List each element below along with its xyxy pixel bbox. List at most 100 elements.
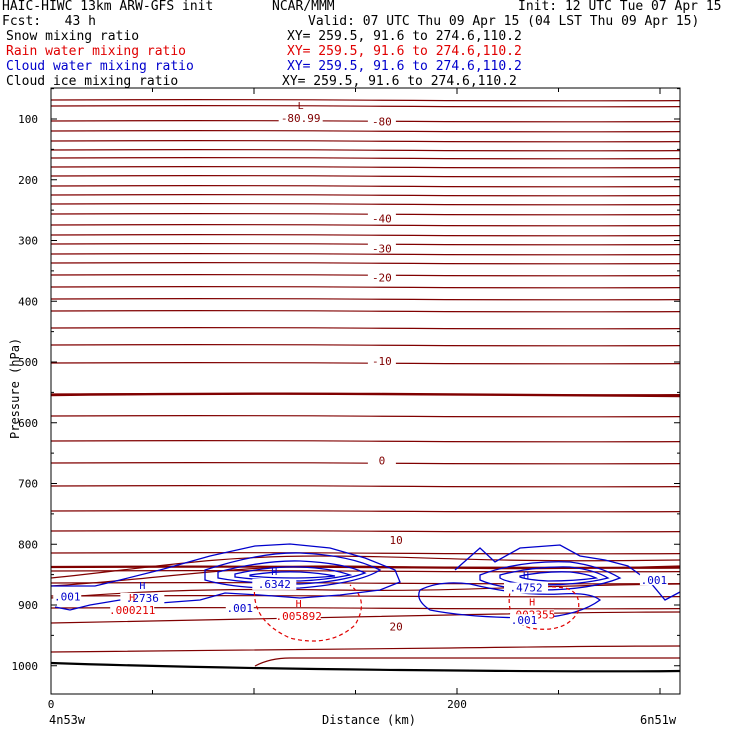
isotherm-line (50, 582, 681, 585)
extremum-value: .000211 (109, 604, 155, 617)
isotherm-line (50, 462, 681, 465)
valid-time: Valid: 07 UTC Thu 09 Apr 15 (04 LST Thu … (308, 14, 700, 29)
extremum-marker: H (296, 599, 302, 610)
extremum-label-bg (120, 592, 165, 604)
extremum-value: -80.99 (281, 112, 321, 125)
isotherm-label-bg (382, 533, 411, 545)
extremum-marker: H (523, 571, 529, 582)
isotherm-line (50, 243, 681, 246)
y-tick-label: 1000 (12, 660, 39, 673)
isotherm-line (50, 140, 681, 143)
extremum-value: .4752 (509, 582, 542, 595)
isotherm-label-bg (367, 212, 396, 224)
extremum-label-bg (278, 112, 323, 124)
extremum-marker: L (298, 101, 304, 112)
isotherm-line (50, 213, 681, 216)
y-tick-label: 800 (18, 538, 38, 551)
isotherm-label-bg (367, 354, 396, 366)
contour-value-label: .001 (641, 574, 668, 587)
extremum-marker: H (271, 567, 277, 578)
isotherm-line (50, 298, 681, 301)
isotherm-line (50, 157, 681, 160)
isotherm-label: 10 (389, 534, 402, 547)
isotherm-line (50, 344, 681, 347)
isotherm-label-bg (367, 271, 396, 283)
isotherm-label-bg (367, 115, 396, 127)
extremum-label-bg (252, 578, 297, 590)
contour-lines (50, 99, 681, 673)
contour-value-label: .001 (227, 602, 254, 615)
isotherm-line (50, 185, 681, 188)
y-tick-label: 200 (18, 174, 38, 187)
cloud-water-contour (249, 571, 336, 579)
isotherm-line (50, 120, 681, 123)
rain-water-contour (253, 584, 362, 642)
init-time: Init: 12 UTC Tue 07 Apr 15 (518, 0, 722, 14)
isotherm-line (50, 583, 681, 599)
isotherm-label-bg (367, 454, 396, 466)
isotherm-line (50, 194, 681, 197)
org-label: NCAR/MMM (272, 0, 335, 14)
field-rain-xy: XY= 259.5, 91.6 to 274.6,110.2 (287, 44, 522, 59)
isotherm-line (50, 440, 681, 443)
isotherm-line (50, 645, 681, 653)
y-tick-label: 700 (18, 478, 38, 491)
extremum-marker: H (139, 581, 145, 592)
plot-frame (50, 87, 681, 695)
isotherm-label: -80 (372, 115, 392, 128)
y-tick-label: 100 (18, 113, 38, 126)
y-tick-label: 500 (18, 356, 38, 369)
isotherm-label: 0 (379, 454, 386, 467)
isotherm-line (50, 362, 681, 365)
x-tick-label: 0 (48, 698, 55, 711)
isotherm-zero (50, 392, 681, 398)
isotherm-line (50, 611, 681, 624)
field-cloudice-xy: XY= 259.5, 91.6 to 274.6,110.2 (282, 74, 517, 89)
contour-label-bg (639, 574, 668, 586)
extremum-marker: H (129, 593, 135, 604)
cloud-water-contour (519, 571, 599, 582)
isotherm-line (50, 99, 681, 102)
field-cloudwater-xy: XY= 259.5, 91.6 to 274.6,110.2 (287, 59, 522, 74)
isotherm-line (50, 105, 681, 108)
field-cloudice-name: Cloud ice mixing ratio (6, 74, 179, 89)
right-endpoint-label: 6n51w (640, 713, 677, 727)
extremum-label-bg (504, 582, 549, 594)
extremum-label-bg (276, 611, 321, 623)
cloud-water-contour (418, 582, 602, 619)
extremum-value: .2736 (126, 592, 159, 605)
isotherm-line (50, 415, 681, 418)
isotherm-line (50, 530, 681, 533)
isotherm-line (50, 175, 681, 178)
x-axis-label: Distance (km) (322, 713, 416, 727)
isotherm-line (50, 149, 681, 152)
isotherm-line (50, 510, 681, 513)
isotherm-label-bg (382, 620, 411, 632)
forecast-hour: Fcst: 43 h (2, 14, 96, 29)
extremum-value: .005892 (275, 610, 321, 623)
isotherm-label: -40 (372, 213, 392, 226)
isotherm-line (50, 485, 681, 488)
isotherm-label: -30 (372, 242, 392, 255)
contour-value-label: .001 (54, 590, 81, 603)
isotherm-line (50, 286, 681, 289)
isotherm-line (254, 657, 680, 667)
isotherm-line (50, 310, 681, 313)
isotherm-line (50, 253, 681, 256)
surface-pressure-line (50, 661, 681, 673)
left-endpoint-label: 4n53w (49, 713, 86, 727)
isotherm-line (50, 203, 681, 206)
isotherm-line (50, 130, 681, 133)
model-title: HAIC-HIWC 13km ARW-GFS init (2, 0, 214, 14)
cloud-water-contour (51, 543, 401, 611)
isotherm-line (50, 262, 681, 265)
isotherm-line (50, 327, 681, 330)
isotherm-line (50, 570, 681, 573)
field-snow-xy: XY= 259.5, 91.6 to 274.6,110.2 (287, 29, 522, 44)
contour-label-bg (53, 590, 82, 602)
field-snow-name: Snow mixing ratio (6, 29, 140, 44)
field-cloudwater-name: Cloud water mixing ratio (6, 59, 194, 74)
contour-label-bg (509, 614, 538, 626)
isotherm-line (50, 274, 681, 277)
